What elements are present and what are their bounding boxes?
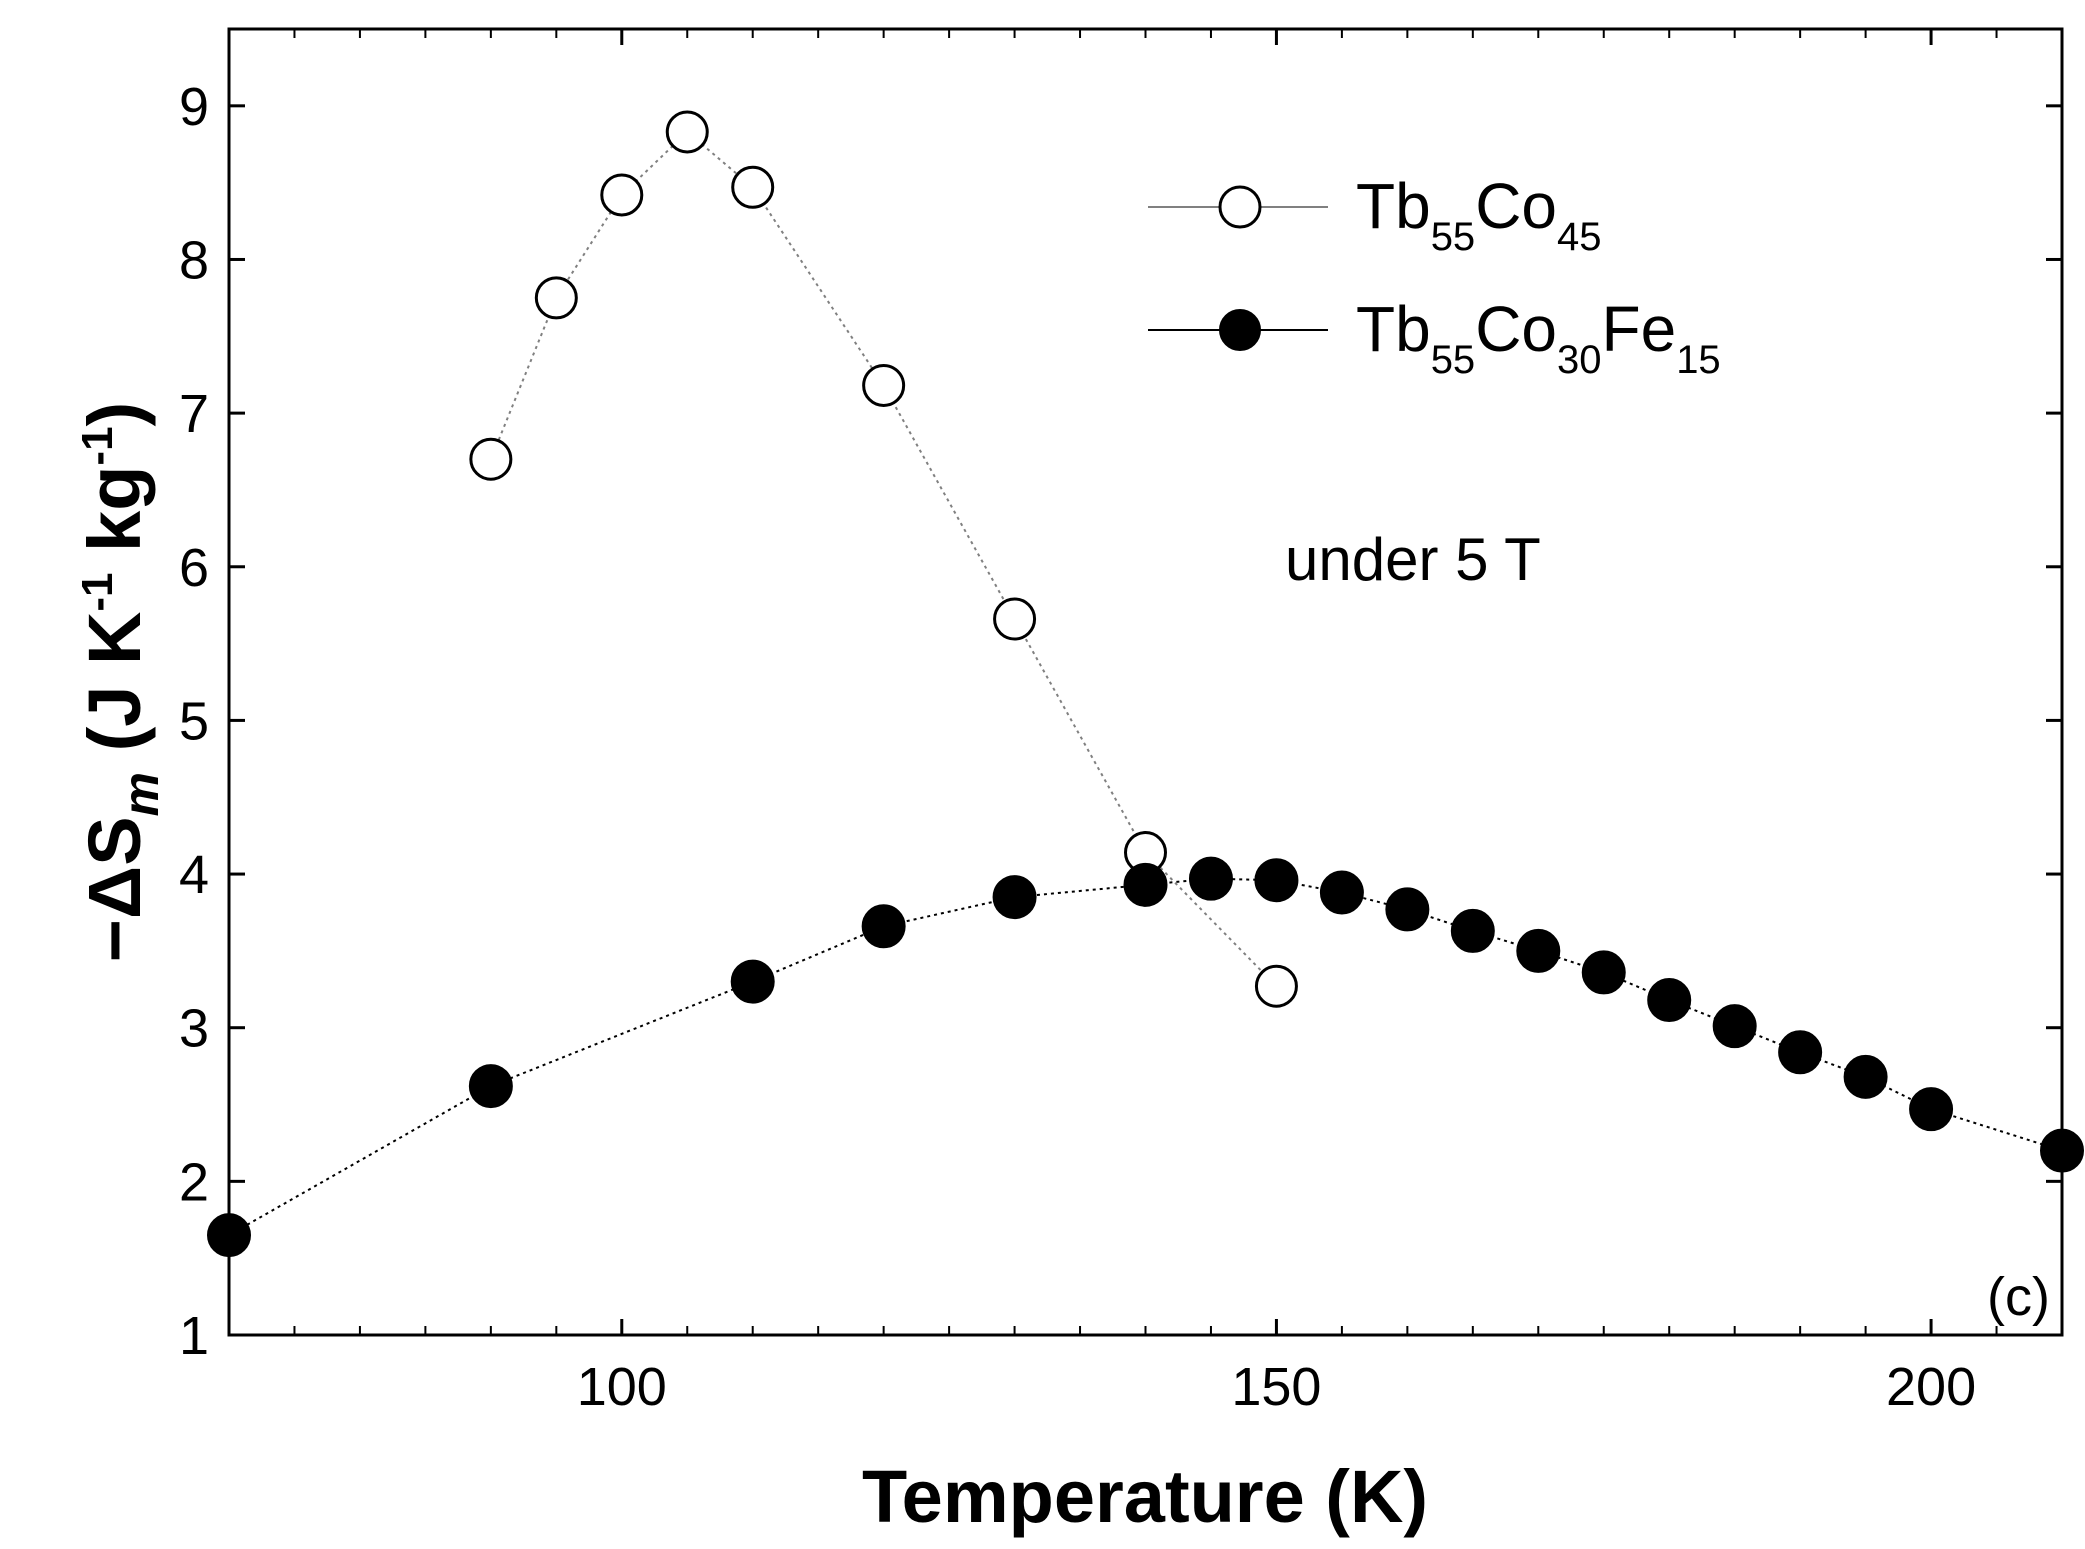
- data-point-tb55co30fe15: [1909, 1087, 1954, 1132]
- data-point-tb55co45: [600, 173, 644, 217]
- series-points: [207, 110, 2084, 1258]
- data-point-tb55co30fe15: [1581, 950, 1626, 995]
- y-axis-title-prefix: −ΔS: [73, 816, 156, 962]
- y-tick-label: 2: [179, 1152, 209, 1212]
- y-axis-title-units-open: (J K: [73, 612, 156, 772]
- data-point-tb55co30fe15: [1647, 978, 1692, 1023]
- data-point-tb55co30fe15: [1450, 908, 1495, 953]
- legend-tb55co30fe15-tb: Tb: [1356, 293, 1431, 365]
- legend-tb55co45-tb: Tb: [1356, 170, 1431, 242]
- data-point-tb55co30fe15: [1712, 1004, 1757, 1049]
- data-point-tb55co30fe15: [1254, 858, 1299, 903]
- data-point-tb55co45: [862, 363, 906, 407]
- legend-tb55co30fe15-fe: Fe: [1602, 293, 1677, 365]
- data-point-tb55co30fe15: [730, 959, 775, 1004]
- data-point-tb55co30fe15: [1778, 1030, 1823, 1075]
- panel-label: (c): [1987, 1267, 2050, 1327]
- y-tick-label: 5: [179, 691, 209, 751]
- data-point-tb55co30fe15: [1516, 928, 1561, 973]
- legend-label-tb55co30fe15: Tb55Co30Fe15: [1356, 293, 1721, 382]
- legend-tb55co30fe15-co: Co: [1475, 293, 1557, 365]
- y-tick-label: 8: [179, 230, 209, 290]
- y-axis-title-units-mid: kg: [73, 466, 156, 573]
- x-tick-label: 100: [577, 1357, 667, 1417]
- y-axis-title-exp1: -1: [73, 572, 122, 611]
- y-tick-label: 9: [179, 77, 209, 137]
- y-tick-label: 6: [179, 538, 209, 598]
- data-point-tb55co45: [665, 110, 709, 154]
- data-point-tb55co30fe15: [2040, 1128, 2084, 1173]
- data-point-tb55co30fe15: [468, 1064, 513, 1109]
- y-axis-title: −ΔSm (J K-1 kg-1): [73, 402, 169, 962]
- legend-marker-tb55co30fe15: [1219, 309, 1261, 351]
- data-point-tb55co30fe15: [1188, 856, 1233, 901]
- data-point-tb55co30fe15: [207, 1213, 251, 1258]
- y-axis-title-exp2: -1: [73, 426, 122, 465]
- data-point-tb55co45: [1254, 964, 1298, 1008]
- y-tick-label: 7: [179, 384, 209, 444]
- data-point-tb55co30fe15: [992, 875, 1037, 920]
- legend-marker-tb55co45: [1218, 185, 1262, 229]
- data-point-tb55co30fe15: [1385, 887, 1430, 932]
- legend-tb55co30fe15-sub30: 30: [1557, 338, 1602, 382]
- legend-tb55co30fe15-sub55: 55: [1431, 338, 1476, 382]
- x-tick-label: 200: [1886, 1357, 1976, 1417]
- y-axis-title-units-close: ): [73, 402, 156, 427]
- data-point-tb55co30fe15: [1319, 870, 1364, 915]
- data-point-tb55co30fe15: [1843, 1054, 1888, 1099]
- series-line-tb55co45: [489, 130, 1278, 987]
- annotation-field: under 5 T: [1285, 526, 1541, 593]
- plot-area-frame: [227, 27, 2064, 1337]
- y-tick-label: 3: [179, 999, 209, 1059]
- legend-label-tb55co45: Tb55Co45: [1356, 170, 1602, 259]
- x-tick-label: 150: [1231, 1357, 1321, 1417]
- y-axis-title-subscript: m: [113, 772, 169, 816]
- legend-tb55co45-co: Co: [1475, 170, 1557, 242]
- y-tick-label: 1: [179, 1306, 209, 1366]
- data-point-tb55co45: [469, 437, 513, 481]
- axis-ticks: [229, 29, 2062, 1337]
- data-point-tb55co45: [993, 597, 1037, 641]
- legend-tb55co30fe15-sub15: 15: [1676, 338, 1721, 382]
- y-tick-label: 4: [179, 845, 209, 905]
- data-point-tb55co45: [534, 276, 578, 320]
- legend-tb55co45-sub45: 45: [1557, 215, 1602, 259]
- x-axis-title: Temperature (K): [862, 1455, 1428, 1538]
- legend: Tb55Co45 Tb55Co30Fe15: [1148, 170, 1721, 382]
- data-point-tb55co30fe15: [861, 904, 906, 949]
- legend-tb55co45-sub55: 55: [1431, 215, 1476, 259]
- data-point-tb55co45: [731, 165, 775, 209]
- data-point-tb55co30fe15: [1123, 862, 1168, 907]
